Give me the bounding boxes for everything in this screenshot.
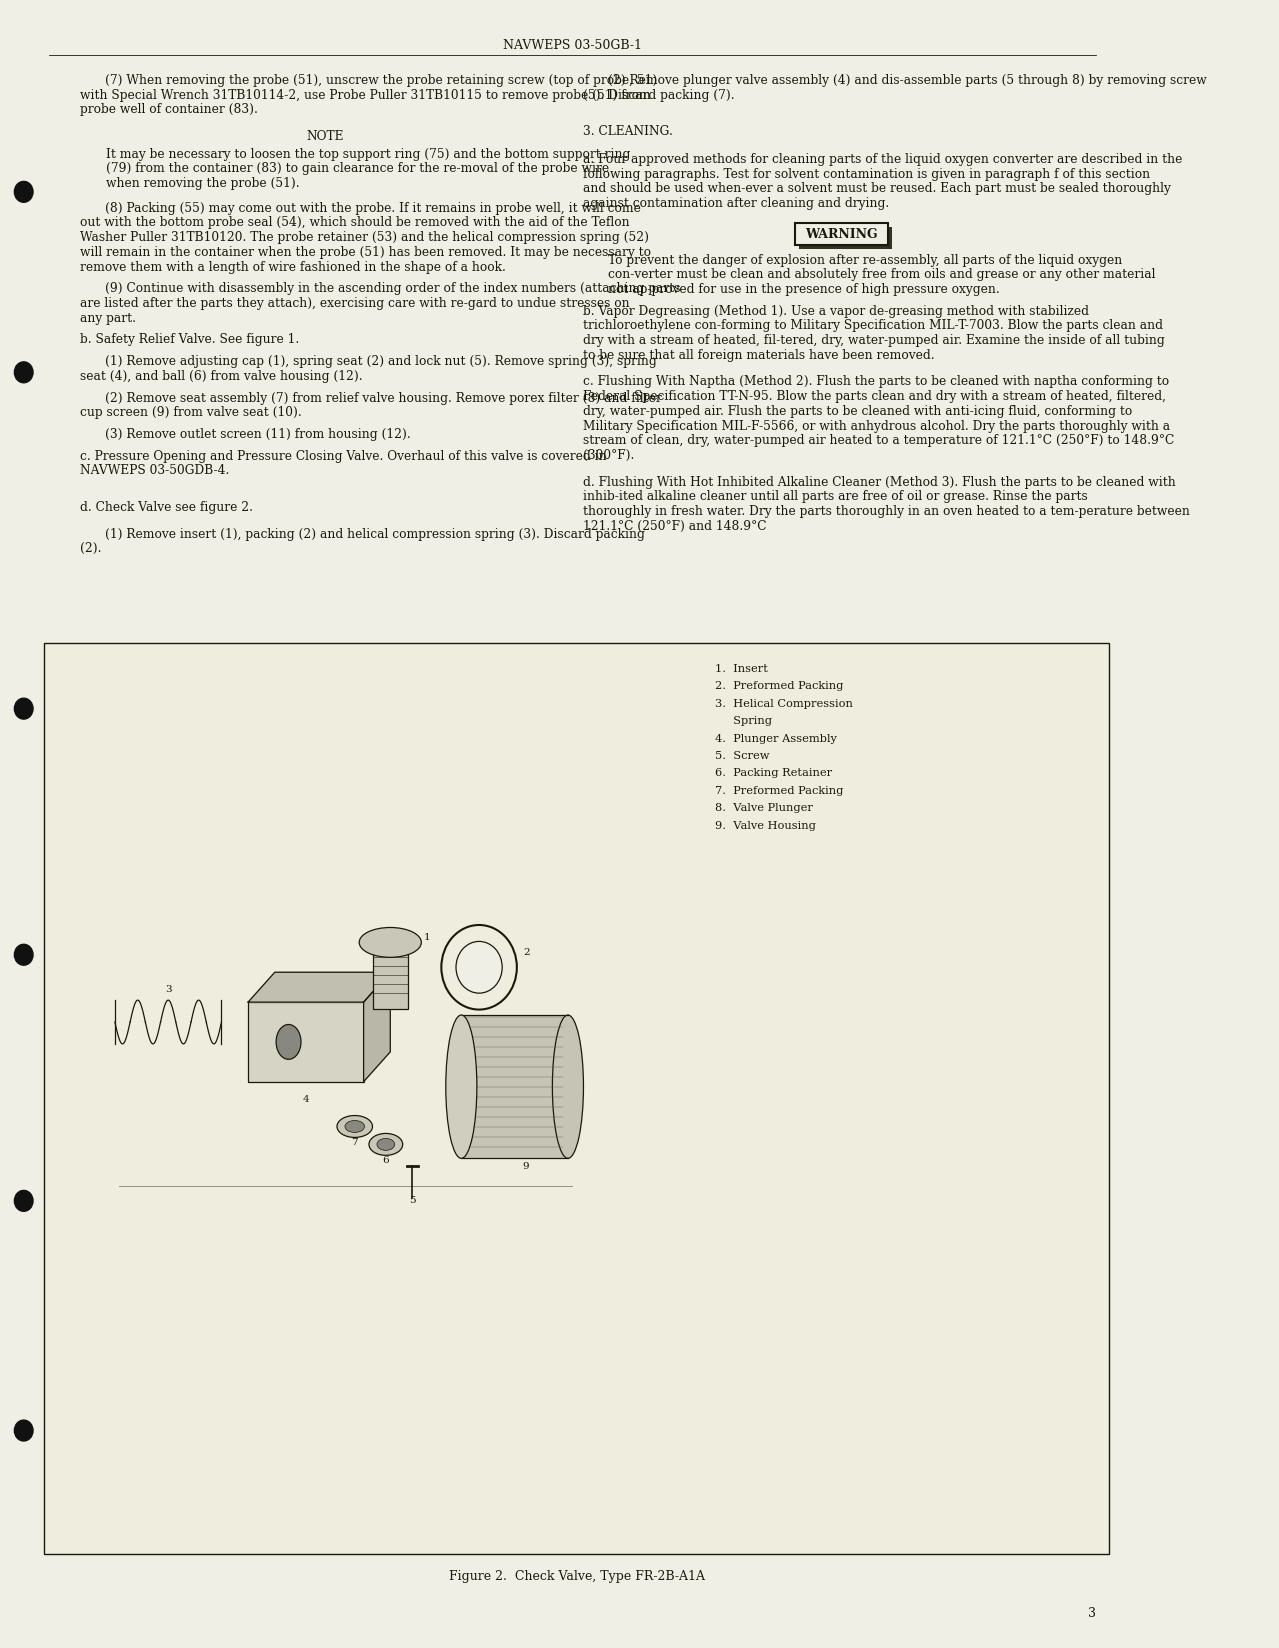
Text: not ap-proved for use in the presence of high pressure oxygen.: not ap-proved for use in the presence of… bbox=[609, 283, 1000, 295]
Text: will remain in the container when the probe (51) has been removed. It may be nec: will remain in the container when the pr… bbox=[79, 246, 651, 259]
Text: with Special Wrench 31TB10114-2, use Probe Puller 31TB10115 to remove probe (51): with Special Wrench 31TB10114-2, use Pro… bbox=[79, 89, 651, 102]
Polygon shape bbox=[248, 972, 390, 1002]
Circle shape bbox=[14, 363, 33, 384]
Text: c. Flushing With Naptha (Method 2). Flush the parts to be cleaned with naptha co: c. Flushing With Naptha (Method 2). Flus… bbox=[583, 376, 1169, 389]
Text: (2).: (2). bbox=[79, 542, 101, 555]
Text: (8) Packing (55) may come out with the probe. If it remains in probe well, it wi: (8) Packing (55) may come out with the p… bbox=[105, 201, 641, 214]
Text: 3.  Helical Compression: 3. Helical Compression bbox=[715, 699, 853, 709]
Text: (1) Remove insert (1), packing (2) and helical compression spring (3). Discard p: (1) Remove insert (1), packing (2) and h… bbox=[105, 527, 645, 541]
Text: 5: 5 bbox=[409, 1195, 416, 1205]
Text: (1) Remove adjusting cap (1), spring seat (2) and lock nut (5). Remove spring (3: (1) Remove adjusting cap (1), spring sea… bbox=[105, 354, 656, 368]
Text: seat (4), and ball (6) from valve housing (12).: seat (4), and ball (6) from valve housin… bbox=[79, 369, 362, 382]
Circle shape bbox=[14, 183, 33, 203]
Text: b. Safety Relief Valve. See figure 1.: b. Safety Relief Valve. See figure 1. bbox=[79, 333, 299, 346]
Text: (9) Continue with disassembly in the ascending order of the index numbers (attac: (9) Continue with disassembly in the asc… bbox=[105, 282, 680, 295]
Text: 3: 3 bbox=[1088, 1607, 1096, 1618]
Text: cup screen (9) from valve seat (10).: cup screen (9) from valve seat (10). bbox=[79, 405, 302, 419]
Text: (79) from the container (83) to gain clearance for the re-moval of the probe wir: (79) from the container (83) to gain cle… bbox=[106, 162, 610, 175]
Text: inhib-ited alkaline cleaner until all parts are free of oil or grease. Rinse the: inhib-ited alkaline cleaner until all pa… bbox=[583, 489, 1088, 503]
Text: (3) Remove outlet screen (11) from housing (12).: (3) Remove outlet screen (11) from housi… bbox=[105, 428, 411, 440]
Ellipse shape bbox=[553, 1015, 583, 1159]
Text: any part.: any part. bbox=[79, 311, 136, 325]
Text: dry, water-pumped air. Flush the parts to be cleaned with anti-icing fluid, conf: dry, water-pumped air. Flush the parts t… bbox=[583, 405, 1133, 417]
Text: 3: 3 bbox=[165, 984, 171, 994]
Text: (2) Remove plunger valve assembly (4) and dis-assemble parts (5 through 8) by re: (2) Remove plunger valve assembly (4) an… bbox=[609, 74, 1207, 87]
Bar bbox=[799, 227, 893, 250]
Ellipse shape bbox=[345, 1121, 365, 1132]
Ellipse shape bbox=[276, 1025, 301, 1060]
Text: 1: 1 bbox=[425, 933, 431, 943]
Text: to be sure that all foreign materials have been removed.: to be sure that all foreign materials ha… bbox=[583, 349, 935, 361]
Text: NAVWEPS 03-50GDB-4.: NAVWEPS 03-50GDB-4. bbox=[79, 465, 229, 478]
Text: 4.  Plunger Assembly: 4. Plunger Assembly bbox=[715, 733, 836, 743]
Text: It may be necessary to loosen the top support ring (75) and the bottom support r: It may be necessary to loosen the top su… bbox=[106, 148, 631, 160]
Text: 6.  Packing Retainer: 6. Packing Retainer bbox=[715, 768, 833, 778]
Text: 9: 9 bbox=[522, 1162, 528, 1170]
Text: 5.  Screw: 5. Screw bbox=[715, 750, 770, 760]
Ellipse shape bbox=[457, 943, 503, 994]
Text: d. Check Valve see figure 2.: d. Check Valve see figure 2. bbox=[79, 501, 253, 514]
Text: are listed after the parts they attach), exercising care with re-gard to undue s: are listed after the parts they attach),… bbox=[79, 297, 629, 310]
Circle shape bbox=[14, 1421, 33, 1440]
Text: dry with a stream of heated, fil-tered, dry, water-pumped air. Examine the insid: dry with a stream of heated, fil-tered, … bbox=[583, 335, 1165, 346]
Text: probe well of container (83).: probe well of container (83). bbox=[79, 104, 257, 117]
Circle shape bbox=[14, 699, 33, 720]
Text: stream of clean, dry, water-pumped air heated to a temperature of 121.1°C (250°F: stream of clean, dry, water-pumped air h… bbox=[583, 433, 1174, 447]
Ellipse shape bbox=[368, 1134, 403, 1155]
Text: (5). Discard packing (7).: (5). Discard packing (7). bbox=[583, 89, 735, 102]
Text: con-verter must be clean and absolutely free from oils and grease or any other m: con-verter must be clean and absolutely … bbox=[609, 269, 1156, 282]
Text: remove them with a length of wire fashioned in the shape of a hook.: remove them with a length of wire fashio… bbox=[79, 260, 505, 274]
Text: following paragraphs. Test for solvent contamination is given in paragraph f of : following paragraphs. Test for solvent c… bbox=[583, 168, 1151, 180]
Text: 8: 8 bbox=[261, 987, 269, 995]
Text: NAVWEPS 03-50GB-1: NAVWEPS 03-50GB-1 bbox=[503, 40, 642, 53]
Text: Spring: Spring bbox=[715, 715, 773, 725]
Bar bbox=[462, 1015, 568, 1159]
Text: d. Flushing With Hot Inhibited Alkaline Cleaner (Method 3). Flush the parts to b: d. Flushing With Hot Inhibited Alkaline … bbox=[583, 476, 1177, 488]
Bar bbox=[796, 224, 889, 246]
Text: 3. CLEANING.: 3. CLEANING. bbox=[583, 125, 673, 138]
Text: Federal Specification TT-N-95. Blow the parts clean and dry with a stream of hea: Federal Specification TT-N-95. Blow the … bbox=[583, 391, 1166, 404]
Text: Washer Puller 31TB10120. The probe retainer (53) and the helical compression spr: Washer Puller 31TB10120. The probe retai… bbox=[79, 231, 648, 244]
Text: 7: 7 bbox=[352, 1137, 358, 1147]
Ellipse shape bbox=[336, 1116, 372, 1137]
Text: 7.  Preformed Packing: 7. Preformed Packing bbox=[715, 786, 844, 796]
Circle shape bbox=[14, 1192, 33, 1211]
Text: and should be used when-ever a solvent must be reused. Each part must be sealed : and should be used when-ever a solvent m… bbox=[583, 183, 1172, 194]
Text: b. Vapor Degreasing (Method 1). Use a vapor de-greasing method with stabilized: b. Vapor Degreasing (Method 1). Use a va… bbox=[583, 305, 1090, 318]
Text: NOTE: NOTE bbox=[306, 130, 344, 143]
Text: trichloroethylene con-forming to Military Specification MIL-T-7003. Blow the par: trichloroethylene con-forming to Militar… bbox=[583, 320, 1164, 333]
Text: 9.  Valve Housing: 9. Valve Housing bbox=[715, 821, 816, 831]
Bar bbox=[45, 644, 1109, 1554]
Text: WARNING: WARNING bbox=[806, 227, 879, 241]
Text: 6: 6 bbox=[382, 1155, 389, 1165]
Text: (2) Remove seat assembly (7) from relief valve housing. Remove porex filter (8) : (2) Remove seat assembly (7) from relief… bbox=[105, 391, 661, 404]
Text: (7) When removing the probe (51), unscrew the probe retaining screw (top of prob: (7) When removing the probe (51), unscre… bbox=[105, 74, 657, 87]
Text: a. Four approved methods for cleaning parts of the liquid oxygen converter are d: a. Four approved methods for cleaning pa… bbox=[583, 153, 1183, 166]
Polygon shape bbox=[363, 972, 390, 1083]
Text: 4: 4 bbox=[303, 1094, 310, 1103]
Text: Figure 2.  Check Valve, Type FR-2B-A1A: Figure 2. Check Valve, Type FR-2B-A1A bbox=[449, 1569, 705, 1582]
Text: 2.  Preformed Packing: 2. Preformed Packing bbox=[715, 681, 844, 691]
Ellipse shape bbox=[446, 1015, 477, 1159]
Text: when removing the probe (51).: when removing the probe (51). bbox=[106, 176, 301, 190]
Text: out with the bottom probe seal (54), which should be removed with the aid of the: out with the bottom probe seal (54), whi… bbox=[79, 216, 629, 229]
Text: To prevent the danger of explosion after re-assembly, all parts of the liquid ox: To prevent the danger of explosion after… bbox=[609, 254, 1123, 267]
Text: 8.  Valve Plunger: 8. Valve Plunger bbox=[715, 803, 813, 812]
Circle shape bbox=[14, 944, 33, 966]
Bar bbox=[372, 954, 408, 1010]
Text: Military Specification MIL-F-5566, or with anhydrous alcohol. Dry the parts thor: Military Specification MIL-F-5566, or wi… bbox=[583, 419, 1170, 432]
Ellipse shape bbox=[377, 1139, 395, 1150]
Text: c. Pressure Opening and Pressure Closing Valve. Overhaul of this valve is covere: c. Pressure Opening and Pressure Closing… bbox=[79, 450, 606, 463]
Ellipse shape bbox=[359, 928, 421, 957]
Text: against contamination after cleaning and drying.: against contamination after cleaning and… bbox=[583, 196, 890, 209]
Text: (300°F).: (300°F). bbox=[583, 448, 634, 461]
Text: thoroughly in fresh water. Dry the parts thoroughly in an oven heated to a tem-p: thoroughly in fresh water. Dry the parts… bbox=[583, 504, 1191, 517]
Text: 2: 2 bbox=[523, 948, 530, 957]
Text: 1.  Insert: 1. Insert bbox=[715, 664, 767, 674]
Bar bbox=[248, 1002, 363, 1083]
Text: 121.1°C (250°F) and 148.9°C: 121.1°C (250°F) and 148.9°C bbox=[583, 519, 767, 532]
